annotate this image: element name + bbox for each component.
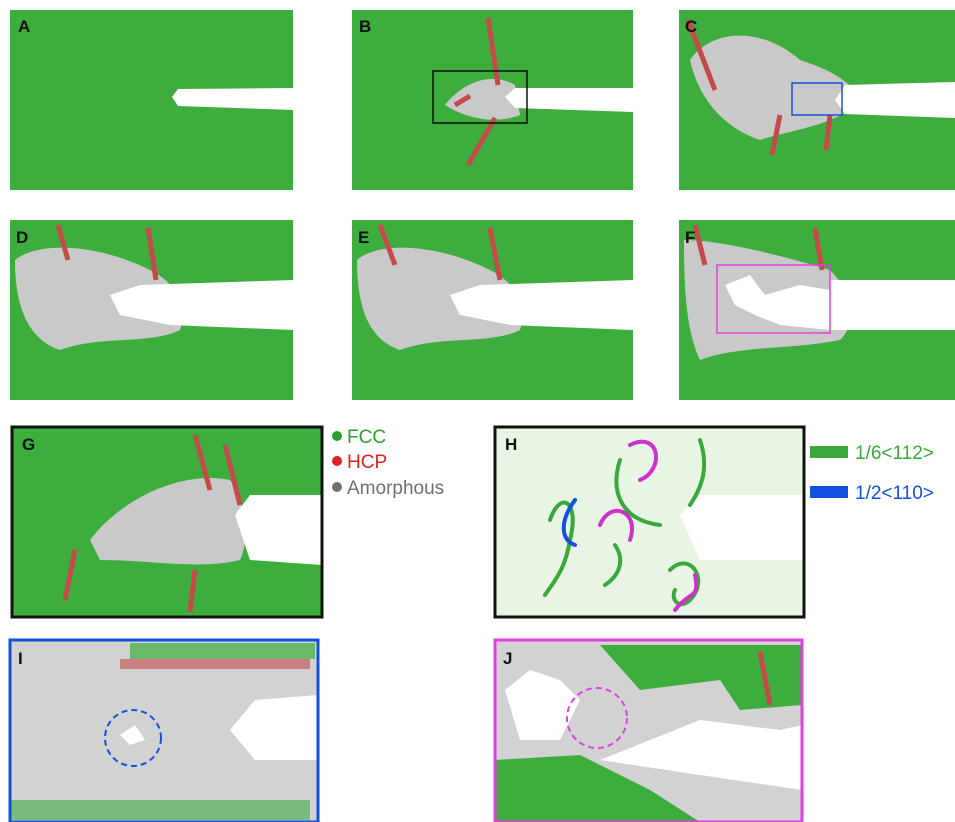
phase-legend: FCC HCP Amorphous xyxy=(332,427,444,499)
panel-label: B xyxy=(359,17,371,36)
dislocation-legend: 1/6<112> 1/2<110> xyxy=(810,443,934,504)
panel-j: J xyxy=(495,640,802,822)
panel-c: C xyxy=(679,10,955,190)
panel-a: A xyxy=(10,10,293,190)
panel-label: C xyxy=(685,17,697,36)
panel-label: G xyxy=(22,435,35,454)
figure: A B C D E F xyxy=(0,0,955,822)
panel-d: D xyxy=(10,220,293,400)
panel-label: F xyxy=(685,228,695,247)
panel-f: F xyxy=(679,220,955,400)
panel-i: I xyxy=(10,640,318,822)
legend-label: 1/2<110> xyxy=(855,483,934,504)
panel-label: E xyxy=(358,228,369,247)
panel-h: H xyxy=(495,427,804,617)
legend-label: HCP xyxy=(347,452,387,473)
panel-label: I xyxy=(18,649,23,668)
legend-label: 1/6<112> xyxy=(855,443,934,464)
panel-label: H xyxy=(505,435,517,454)
panel-label: J xyxy=(503,649,512,668)
panel-label: A xyxy=(18,17,30,36)
panel-b: B xyxy=(352,10,633,190)
panel-e: E xyxy=(352,220,633,400)
legend-label: FCC xyxy=(347,427,386,448)
legend-label: Amorphous xyxy=(347,478,444,499)
panel-g: G xyxy=(12,427,322,617)
panel-label: D xyxy=(16,228,28,247)
